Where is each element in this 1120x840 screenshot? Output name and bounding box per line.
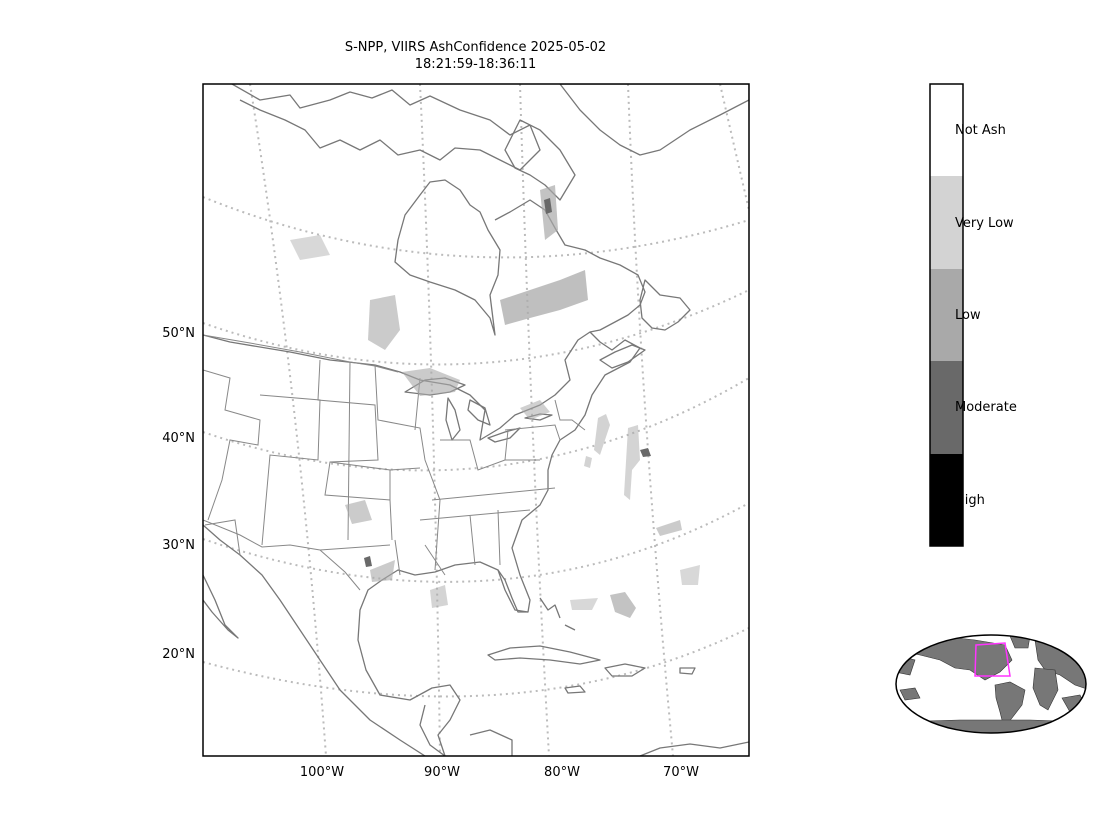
ash-low-patch-3 xyxy=(368,295,400,350)
border-states-7 xyxy=(419,487,556,576)
parallel-50n xyxy=(203,289,749,366)
colorbar-segment-very-low xyxy=(930,176,963,269)
coastline-lake-huron xyxy=(467,399,491,426)
coastline-lake-erie xyxy=(487,427,521,443)
coastline-labrador xyxy=(494,199,646,333)
ash-moderate-patch-2 xyxy=(364,556,372,567)
coastline-lake-michigan xyxy=(445,397,461,441)
inset-antarctica xyxy=(896,719,1086,733)
ash-low-patch-1 xyxy=(500,270,588,325)
border-states-1 xyxy=(203,369,261,521)
lat-label-50n: 50°N xyxy=(162,326,195,341)
coastline-hispaniola xyxy=(604,663,646,677)
meridian-80w xyxy=(519,84,550,756)
legend-label-very-low: Very Low xyxy=(955,216,1014,231)
meridian-100w xyxy=(249,84,327,756)
inset-frame xyxy=(895,634,1087,734)
meridian-60w xyxy=(719,84,749,211)
ash-low-patch-5 xyxy=(345,500,372,524)
ash-low-patch-10 xyxy=(520,400,550,420)
lat-label-20n: 20°N xyxy=(162,647,195,662)
legend-label-high: High xyxy=(955,493,985,508)
border-states-2 xyxy=(259,394,321,546)
map-background xyxy=(203,84,749,756)
ash-moderate-patch-1 xyxy=(640,448,651,457)
border-us-mexico xyxy=(203,519,361,591)
ash-low-patch-13 xyxy=(680,565,700,585)
coastline-puerto-rico xyxy=(679,667,696,675)
meridian-70w xyxy=(627,84,674,756)
coastline-florida xyxy=(497,569,528,613)
title-line-2: 18:21:59-18:36:11 xyxy=(414,57,537,72)
ash-very-low-patch-1 xyxy=(594,414,610,455)
coastline-pacific-mexico xyxy=(203,524,426,756)
main-map: 50°N 40°N 30°N 20°N 100°W 90°W 80°W 70°W xyxy=(162,83,750,780)
border-states-8 xyxy=(504,399,586,441)
colorbar-segment-low xyxy=(930,269,963,361)
lat-label-30n: 30°N xyxy=(162,538,195,553)
lon-label-100w: 100°W xyxy=(300,765,344,780)
legend-label-low: Low xyxy=(955,308,981,323)
title-line-1: S-NPP, VIIRS AshConfidence 2025-05-02 xyxy=(344,40,607,55)
coastline-cuba xyxy=(487,645,601,665)
coastlines xyxy=(203,84,749,756)
colorbar-segment-high xyxy=(930,454,963,546)
lat-label-40n: 40°N xyxy=(162,431,195,446)
inset-africa xyxy=(1032,667,1059,711)
coastline-arctic-islands xyxy=(231,84,541,171)
ash-low-patch-6 xyxy=(370,560,395,582)
ash-low-patch-9 xyxy=(624,425,640,500)
colorbar-segment-not-ash xyxy=(930,84,963,176)
coastline-greenland xyxy=(559,84,749,156)
coastline-north-america xyxy=(203,331,641,756)
ash-low-patch-8 xyxy=(656,520,682,536)
coastline-baja xyxy=(203,574,239,639)
border-states-4 xyxy=(374,364,441,571)
ash-moderate-patch-3 xyxy=(544,198,552,214)
ash-low-patch-14 xyxy=(570,598,598,610)
global-inset-map xyxy=(895,634,1087,734)
border-states-3 xyxy=(317,359,393,541)
coastline-newfoundland xyxy=(639,279,691,331)
ash-low-patch-7 xyxy=(610,592,636,618)
coastline-south-america xyxy=(639,741,749,756)
inset-south-america xyxy=(994,681,1026,729)
lon-label-70w: 70°W xyxy=(663,765,699,780)
political-borders xyxy=(203,334,586,591)
inset-australia xyxy=(899,687,921,701)
ash-low-patch-4 xyxy=(402,368,460,396)
map-frame xyxy=(202,83,750,757)
lon-label-80w: 80°W xyxy=(544,765,580,780)
border-states-5 xyxy=(329,461,421,500)
parallel-30n xyxy=(203,502,749,583)
coastline-central-america xyxy=(419,704,513,756)
inset-region-box xyxy=(974,642,1011,677)
ash-low-patch-12 xyxy=(290,235,330,260)
map-title: S-NPP, VIIRS AshConfidence 2025-05-02 18… xyxy=(202,39,749,73)
coastline-jamaica xyxy=(564,685,586,694)
parallel-60n xyxy=(203,196,749,259)
ash-low-patch-11 xyxy=(430,585,448,608)
ash-detections xyxy=(290,185,700,618)
lon-label-90w: 90°W xyxy=(424,765,460,780)
legend-label-moderate: Moderate xyxy=(955,400,1017,415)
colorbar-segment-moderate xyxy=(930,361,963,454)
graticule xyxy=(203,84,749,756)
colorbar-legend: Not Ash Very Low Low Moderate High xyxy=(929,83,1017,547)
border-us-canada xyxy=(203,334,399,373)
coastline-nova-scotia xyxy=(599,344,646,369)
coastline-hudson-bay xyxy=(394,179,501,336)
border-states-6 xyxy=(440,429,509,471)
meridian-90w xyxy=(419,84,441,756)
coastline-bahamas xyxy=(539,597,576,631)
ash-very-low-patch-2 xyxy=(584,456,592,468)
colorbar-frame xyxy=(929,83,964,547)
legend-label-not-ash: Not Ash xyxy=(955,123,1006,138)
